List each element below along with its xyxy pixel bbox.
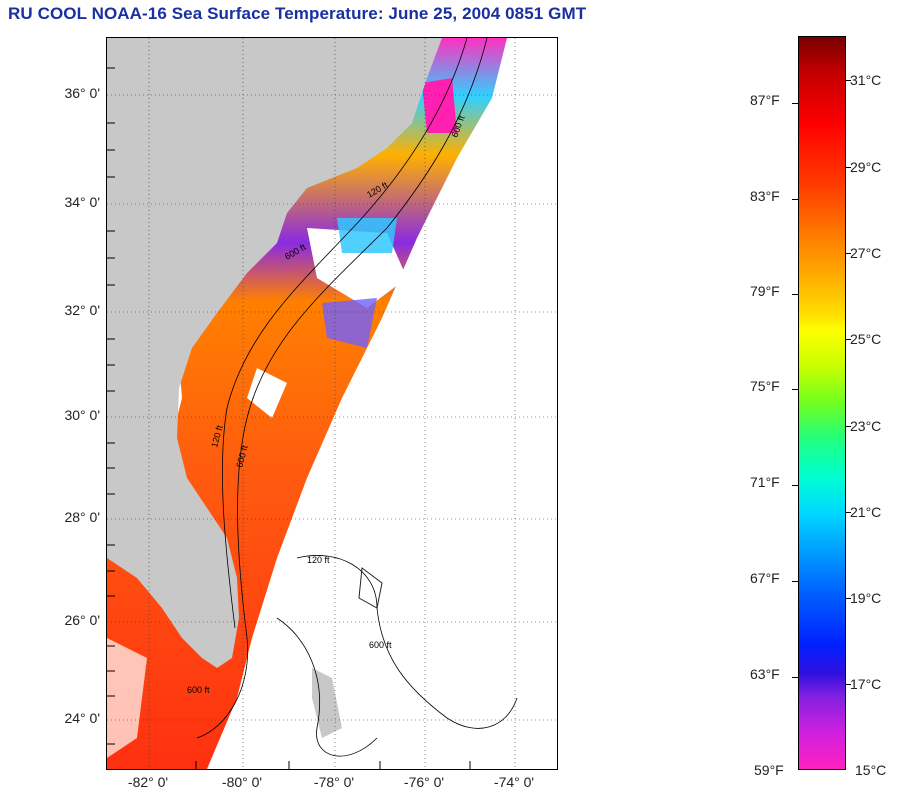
colorbar-tick — [792, 677, 798, 678]
axis-ticks — [107, 67, 471, 769]
sst-map: 600 ft 120 ft 600 ft 120 ft 600 ft 600 f… — [106, 37, 558, 770]
colorbar-c-label: 25°C — [850, 331, 882, 347]
colorbar-c-label: 17°C — [850, 676, 882, 692]
page-title: RU COOL NOAA-16 Sea Surface Temperature:… — [8, 4, 587, 23]
lon-label: -78° 0' — [313, 774, 355, 790]
colorbar-tick — [792, 389, 798, 390]
cool-water-patch — [337, 218, 397, 253]
colorbar-tick — [792, 485, 798, 486]
colorbar-tick — [792, 103, 798, 104]
contour-label: 600 ft — [187, 685, 210, 695]
lat-label: 28° 0' — [64, 509, 100, 525]
colorbar-f-label: 59°F — [754, 762, 784, 778]
grid — [107, 38, 557, 769]
lat-label: 26° 0' — [64, 612, 100, 628]
colorbar-f-label: 63°F — [750, 666, 780, 682]
colorbar-tick — [845, 684, 851, 685]
lat-label: 34° 0' — [64, 194, 100, 210]
colorbar-f-label: 83°F — [750, 188, 780, 204]
colorbar-c-label: 27°C — [850, 245, 882, 261]
contour-line — [196, 38, 488, 739]
temperature-colorbar — [798, 36, 846, 770]
colorbar-tick — [845, 426, 851, 427]
lat-label: 32° 0' — [64, 302, 100, 318]
colorbar-f-label: 75°F — [750, 378, 780, 394]
colorbar-c-label: 29°C — [850, 159, 882, 175]
cold-water-patch — [422, 78, 457, 133]
colorbar-f-label: 87°F — [750, 92, 780, 108]
lon-label: -74° 0' — [493, 774, 535, 790]
colorbar-tick — [792, 199, 798, 200]
colorbar-f-label: 71°F — [750, 474, 780, 490]
colorbar-tick — [845, 167, 851, 168]
contour-line — [296, 555, 518, 729]
island — [358, 567, 383, 609]
colorbar-tick — [845, 339, 851, 340]
colorbar-tick — [845, 512, 851, 513]
land-mass — [107, 38, 442, 668]
colorbar-c-label: 21°C — [850, 504, 882, 520]
lon-label: -76° 0' — [403, 774, 445, 790]
colorbar-tick — [845, 80, 851, 81]
lon-label: -80° 0' — [221, 774, 263, 790]
cloud-patch — [107, 638, 147, 758]
colorbar-c-label: 19°C — [850, 590, 882, 606]
colorbar-tick — [792, 581, 798, 582]
sst-map-svg: 600 ft 120 ft 600 ft 120 ft 600 ft 600 f… — [107, 38, 557, 769]
contour-label: 120 ft — [307, 555, 330, 565]
contour-line — [222, 38, 468, 629]
lon-label: -82° 0' — [127, 774, 169, 790]
colorbar-tick — [792, 294, 798, 295]
cloud-patch — [247, 368, 287, 418]
lat-label: 30° 0' — [64, 407, 100, 423]
colorbar-c-label: 15°C — [855, 762, 887, 778]
contour-label: 600 ft — [369, 640, 392, 650]
lat-label: 36° 0' — [64, 85, 100, 101]
cool-water-patch — [322, 298, 377, 348]
colorbar-f-label: 67°F — [750, 570, 780, 586]
colorbar-tick — [845, 253, 851, 254]
colorbar-c-label: 23°C — [850, 418, 882, 434]
colorbar-c-label: 31°C — [850, 72, 882, 88]
lat-label: 24° 0' — [64, 710, 100, 726]
colorbar-f-label: 79°F — [750, 283, 780, 299]
colorbar-tick — [845, 598, 851, 599]
island — [312, 668, 342, 738]
contour-line — [276, 617, 378, 757]
